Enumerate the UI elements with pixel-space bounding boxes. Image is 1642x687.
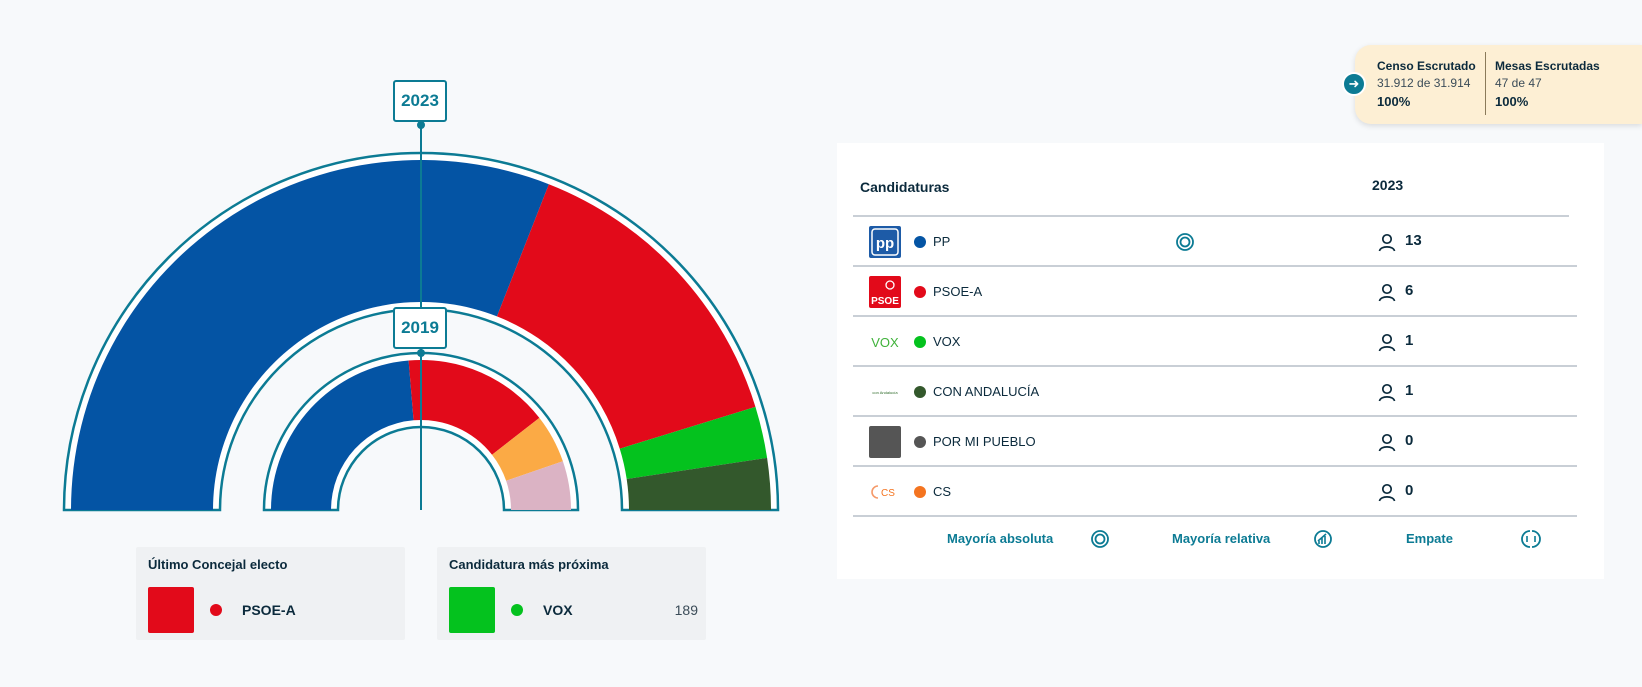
mesas-value: 47 de 47 [1495, 76, 1542, 90]
header-divider [853, 215, 1569, 217]
party-color-dot [914, 236, 926, 248]
segment-2023-psoe-a[interactable] [496, 184, 756, 449]
party-color-dot [914, 286, 926, 298]
year-tag-2019: 2019 [393, 307, 447, 349]
censo-value: 31.912 de 31.914 [1377, 76, 1471, 90]
segment-2019-pp[interactable] [271, 360, 414, 510]
pp-logo-text: pp [876, 235, 894, 252]
closest-candidacy-dot [511, 604, 523, 616]
absolute-majority-icon [1176, 233, 1194, 251]
party-name: POR MI PUEBLO [933, 434, 1036, 449]
user-icon [1378, 383, 1396, 402]
vox-logo-text: VOX [871, 335, 899, 350]
closest-candidacy-color-box [449, 587, 495, 633]
header-year: 2023 [1372, 177, 1404, 193]
psoe-logo-text: PSOE [871, 296, 899, 307]
segment-2019-cs[interactable] [492, 417, 563, 481]
last-elected-dot [210, 604, 222, 616]
header-candidaturas: Candidaturas [860, 179, 950, 195]
segment-2019-psoe-a[interactable] [408, 360, 540, 455]
seat-count: 1 [1405, 382, 1414, 399]
indicator-dot-2019 [417, 349, 425, 357]
segment-2023-pp[interactable] [71, 159, 549, 510]
table-row-cs[interactable]: CS CS 0 [853, 467, 1577, 517]
user-icon [1378, 483, 1396, 502]
mesas-column: Mesas Escrutadas 47 de 47 100% [1495, 59, 1600, 109]
legend-relative-majority: Mayoría relativa [1172, 531, 1271, 546]
party-name: PP [933, 234, 951, 249]
mesas-title: Mesas Escrutadas [1495, 59, 1600, 73]
por-mi-pueblo-logo [869, 426, 901, 458]
seat-count: 0 [1405, 482, 1414, 499]
table-row-por-mi-pueblo[interactable]: POR MI PUEBLO 0 [853, 417, 1577, 467]
table-row-con-andalucia[interactable]: con Andalucía CON ANDALUCÍA 1 [853, 367, 1577, 417]
party-color-dot [914, 386, 926, 398]
party-name: PSOE-A [933, 284, 983, 299]
closest-candidacy-title: Candidatura más próxima [449, 557, 609, 572]
closest-candidacy-card: Candidatura más próxima VOX 189 [437, 547, 706, 640]
con-andalucia-logo: con Andalucía [869, 376, 901, 408]
scrutiny-panel: Censo Escrutado 31.912 de 31.914 100% Me… [1355, 45, 1642, 124]
user-icon [1378, 233, 1396, 252]
censo-percent: 100% [1377, 94, 1411, 109]
con-andalucia-logo-text: con Andalucía [872, 390, 898, 395]
table-row-vox[interactable]: VOX VOX 1 [853, 317, 1577, 367]
absolute-majority-icon [1091, 530, 1109, 548]
table-row-psoe-a[interactable]: PSOE PSOE-A 6 [853, 267, 1577, 317]
legend-tie: Empate [1406, 531, 1453, 546]
cs-logo-text: CS [881, 488, 895, 499]
arrow-right-icon[interactable]: ➜ [1342, 72, 1366, 96]
party-color-dot [914, 336, 926, 348]
cs-logo: CS [869, 476, 901, 508]
party-color-dot [914, 486, 926, 498]
table-row-pp[interactable]: pp PP 13 [853, 217, 1577, 267]
user-icon [1378, 333, 1396, 352]
pp-logo: pp [869, 226, 901, 258]
segment-2019-otros[interactable] [506, 461, 571, 510]
mesas-percent: 100% [1495, 94, 1529, 109]
tie-icon [1521, 530, 1541, 548]
user-icon [1378, 283, 1396, 302]
vox-logo: VOX [869, 326, 901, 358]
closest-candidacy-party: VOX [543, 602, 573, 618]
censo-divider [1485, 52, 1486, 115]
segment-2023-vox[interactable] [619, 406, 768, 479]
seat-count: 13 [1405, 232, 1422, 249]
censo-title: Censo Escrutado [1377, 59, 1476, 73]
last-elected-card: Último Concejal electo PSOE-A [136, 547, 405, 640]
party-color-dot [914, 436, 926, 448]
seat-count: 1 [1405, 332, 1414, 349]
legend-absolute-majority: Mayoría absoluta [947, 531, 1054, 546]
user-icon [1378, 433, 1396, 452]
year-tag-2023: 2023 [393, 80, 447, 122]
hemicycle-chart [62, 121, 780, 512]
closest-candidacy-votes: 189 [674, 602, 698, 618]
segment-2023-con-andaluc-a[interactable] [626, 457, 771, 510]
majority-legend: Mayoría absoluta Mayoría relativa Empate [853, 523, 1577, 553]
party-name: CON ANDALUCÍA [933, 384, 1040, 399]
relative-majority-icon [1314, 530, 1332, 548]
results-table: Candidaturas 2023 pp PP 13 PSOE [837, 143, 1604, 579]
last-elected-title: Último Concejal electo [148, 557, 288, 572]
censo-column: Censo Escrutado 31.912 de 31.914 100% [1377, 59, 1476, 109]
last-elected-party: PSOE-A [242, 602, 296, 618]
last-elected-color-box [148, 587, 194, 633]
psoe-logo: PSOE [869, 276, 901, 308]
party-name: CS [933, 484, 952, 499]
indicator-dot-2023 [417, 121, 425, 129]
seat-count: 6 [1405, 282, 1414, 299]
seat-count: 0 [1405, 432, 1414, 449]
party-name: VOX [933, 334, 961, 349]
